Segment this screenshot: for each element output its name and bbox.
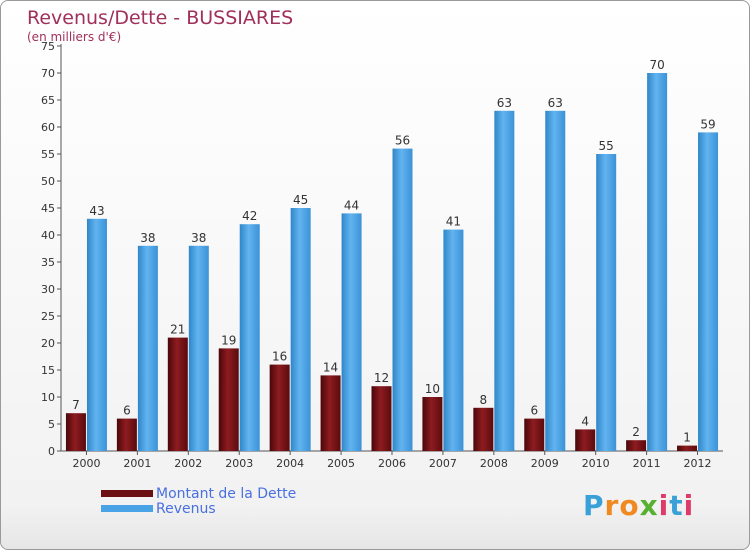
- bar-revenus: [494, 110, 515, 452]
- bar-dette: [116, 418, 137, 451]
- data-label-dette: 14: [323, 360, 338, 374]
- y-tick-label: 20: [41, 337, 55, 350]
- bar-revenus: [137, 245, 158, 451]
- bar-revenus: [545, 110, 566, 452]
- data-label-dette: 21: [170, 323, 185, 337]
- data-label-revenus: 38: [140, 231, 155, 245]
- x-tick-label: 2011: [633, 457, 661, 470]
- bar-dette: [626, 440, 647, 451]
- y-tick-label: 40: [41, 229, 55, 242]
- chart-subtitle: (en milliers d'€): [27, 30, 122, 44]
- x-tick-label: 2004: [276, 457, 304, 470]
- data-label-revenus: 45: [293, 193, 308, 207]
- bar-dette: [575, 429, 596, 451]
- bar-dette: [320, 375, 341, 451]
- y-tick-label: 35: [41, 256, 55, 269]
- x-tick-label: 2010: [582, 457, 610, 470]
- data-label-dette: 2: [632, 425, 640, 439]
- proxiti-logo: Proxiti: [583, 489, 695, 522]
- data-label-dette: 16: [272, 350, 287, 364]
- y-tick-label: 15: [41, 364, 55, 377]
- bar-revenus: [647, 73, 668, 451]
- bar-revenus: [443, 229, 464, 451]
- y-tick-label: 5: [48, 418, 55, 431]
- x-tick-label: 2000: [72, 457, 100, 470]
- data-label-revenus: 56: [395, 134, 410, 148]
- bar-dette: [524, 418, 545, 451]
- data-label-dette: 4: [581, 414, 589, 428]
- bar-revenus: [86, 218, 107, 451]
- y-tick-label: 45: [41, 202, 55, 215]
- y-tick-label: 55: [41, 148, 55, 161]
- bar-revenus: [239, 224, 260, 451]
- data-label-revenus: 38: [191, 231, 206, 245]
- bar-dette: [65, 413, 86, 451]
- x-tick-label: 2007: [429, 457, 457, 470]
- data-label-revenus: 63: [497, 96, 512, 110]
- y-tick-label: 65: [41, 94, 55, 107]
- y-tick-label: 30: [41, 283, 55, 296]
- bar-dette: [218, 348, 239, 451]
- data-label-revenus: 41: [446, 215, 461, 229]
- bar-revenus: [596, 154, 617, 451]
- data-label-revenus: 43: [89, 204, 104, 218]
- bar-dette: [269, 364, 290, 451]
- bar-dette: [677, 445, 698, 451]
- x-tick-label: 2001: [123, 457, 151, 470]
- bar-dette: [167, 337, 188, 451]
- y-tick-label: 75: [41, 40, 55, 53]
- bar-revenus: [290, 208, 311, 451]
- data-label-dette: 6: [123, 404, 131, 418]
- data-label-revenus: 44: [344, 198, 359, 212]
- legend-swatch-revenus: [101, 505, 153, 512]
- chart-title: Revenus/Dette - BUSSIARES: [27, 7, 294, 29]
- bar-dette: [473, 407, 494, 451]
- data-label-revenus: 42: [242, 209, 257, 223]
- bar-dette: [371, 386, 392, 451]
- data-label-revenus: 63: [548, 96, 563, 110]
- bar-revenus: [188, 245, 209, 451]
- x-tick-label: 2003: [225, 457, 253, 470]
- bar-revenus: [341, 213, 362, 451]
- x-tick-label: 2009: [531, 457, 559, 470]
- x-tick-label: 2005: [327, 457, 355, 470]
- legend-label-dette: Montant de la Dette: [156, 486, 297, 502]
- x-tick-label: 2006: [378, 457, 406, 470]
- y-tick-label: 25: [41, 310, 55, 323]
- data-label-dette: 7: [72, 398, 80, 412]
- bar-dette: [422, 397, 443, 451]
- y-tick-label: 10: [41, 391, 55, 404]
- data-label-dette: 19: [221, 333, 236, 347]
- data-label-revenus: 55: [599, 139, 614, 153]
- data-label-revenus: 70: [649, 58, 664, 72]
- legend-label-revenus: Revenus: [156, 501, 216, 517]
- data-label-dette: 6: [530, 404, 538, 418]
- y-tick-label: 70: [41, 67, 55, 80]
- y-tick-label: 60: [41, 121, 55, 134]
- data-label-dette: 1: [683, 431, 691, 445]
- x-tick-label: 2012: [684, 457, 712, 470]
- data-label-dette: 10: [425, 382, 440, 396]
- data-label-dette: 8: [480, 393, 488, 407]
- bar-revenus: [392, 148, 413, 451]
- data-label-revenus: 59: [700, 117, 715, 131]
- data-label-dette: 12: [374, 371, 389, 385]
- legend-swatch-dette: [101, 490, 153, 497]
- y-tick-label: 50: [41, 175, 55, 188]
- bar-revenus: [698, 132, 719, 451]
- x-tick-label: 2002: [174, 457, 202, 470]
- y-tick-label: 0: [48, 445, 55, 458]
- x-tick-label: 2008: [480, 457, 508, 470]
